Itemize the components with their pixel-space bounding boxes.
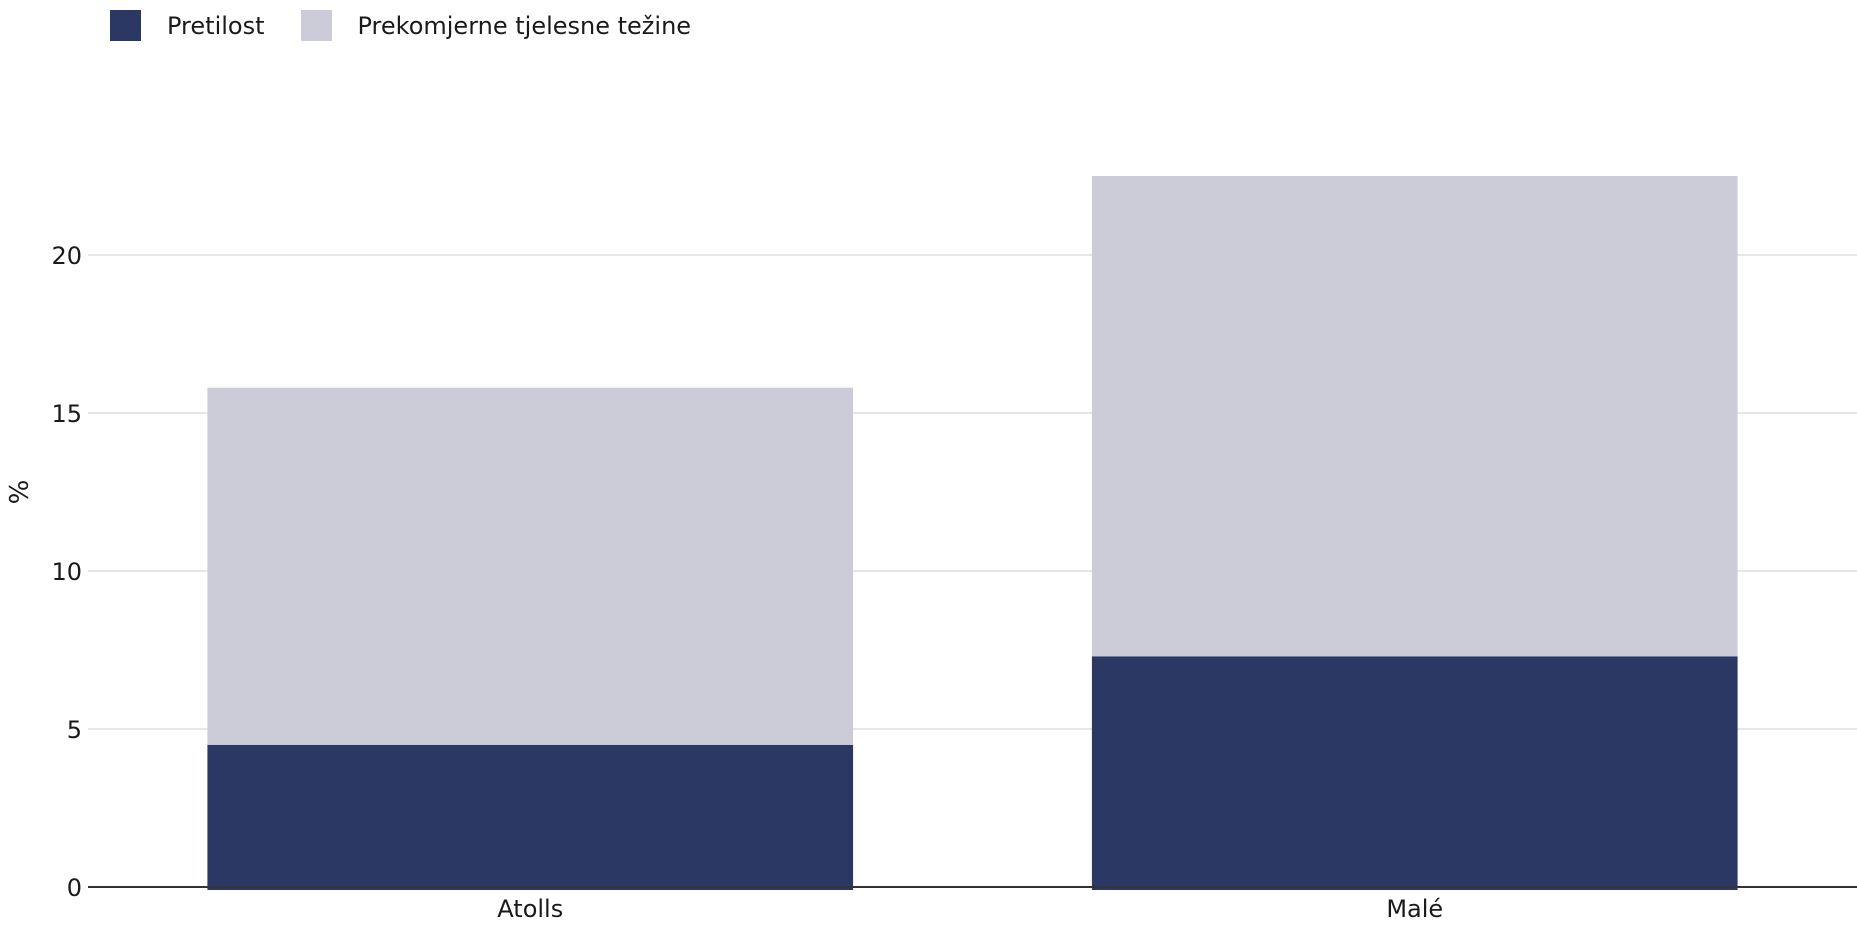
- bar-mal--series-1: [1091, 176, 1738, 657]
- bar-atolls-series-0: [207, 744, 854, 890]
- bar-mal--series-0: [1091, 656, 1738, 890]
- x-tick-label-0: Atolls: [497, 895, 563, 923]
- legend-item-pretilost: Pretilost: [110, 10, 265, 41]
- y-tick-label-10: 10: [51, 558, 82, 586]
- legend: Pretilost Prekomjerne tjelesne težine: [110, 10, 727, 41]
- x-tick-label-1: Malé: [1386, 895, 1443, 923]
- bars: [207, 176, 1738, 890]
- y-tick-label-20: 20: [51, 242, 82, 270]
- y-tick-label-5: 5: [67, 716, 82, 744]
- axes: 0 5 10 15 20 Atolls Malé%: [5, 242, 1857, 923]
- legend-label-pretilost: Pretilost: [167, 11, 265, 40]
- legend-label-prekomjerne: Prekomjerne tjelesne težine: [357, 11, 692, 40]
- y-tick-label-0: 0: [67, 874, 82, 902]
- y-axis-label: %: [5, 480, 35, 505]
- y-tick-label-15: 15: [51, 400, 82, 428]
- bar-atolls-series-1: [207, 387, 854, 745]
- legend-swatch-prekomjerne: [300, 10, 332, 41]
- legend-item-prekomjerne: Prekomjerne tjelesne težine: [300, 10, 692, 41]
- legend-swatch-pretilost: [110, 10, 141, 41]
